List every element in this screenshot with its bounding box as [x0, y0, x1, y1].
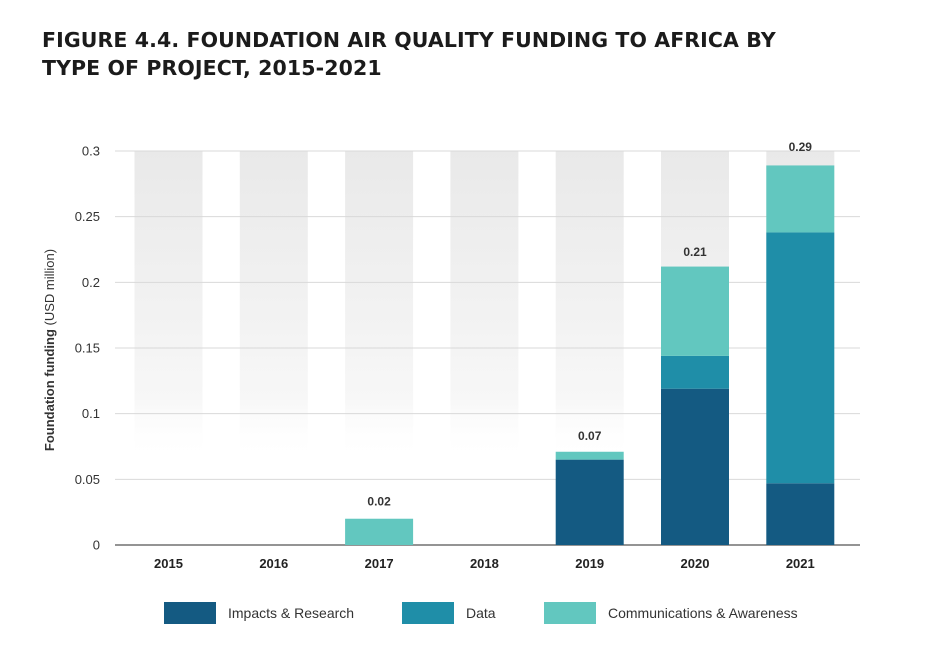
y-tick-label: 0.25 — [75, 209, 100, 224]
bar-2021-impacts-research — [766, 483, 835, 545]
y-axis-label-main: Foundation funding — [42, 329, 57, 451]
y-tick-label: 0.15 — [75, 341, 100, 356]
legend-item-communications: Communications & Awareness — [544, 601, 798, 625]
bar-2017-communications-awareness — [345, 518, 414, 545]
x-tick-label-2021: 2021 — [786, 556, 815, 571]
background-band-2017 — [345, 151, 414, 461]
x-tick-label-2017: 2017 — [365, 556, 394, 571]
bar-2020-data — [661, 355, 729, 389]
y-axis-label-unit: (USD million) — [42, 249, 57, 326]
bar-2021-data — [766, 232, 835, 484]
y-axis-label: Foundation funding (USD million) — [42, 249, 57, 451]
bars — [345, 165, 835, 545]
legend-label-impacts: Impacts & Research — [228, 605, 355, 621]
legend-item-impacts: Impacts & Research — [164, 601, 354, 625]
legend-swatch-impacts — [164, 602, 216, 624]
total-labels: 0.02 0.07 0.21 0.29 — [367, 140, 812, 509]
background-bands — [134, 151, 835, 461]
x-axis-ticks: 2015 2016 2017 2018 2019 2020 2021 — [154, 556, 815, 571]
legend-label-communications: Communications & Awareness — [608, 605, 798, 621]
legend-item-data: Data — [402, 601, 496, 625]
y-tick-label: 0.1 — [82, 406, 100, 421]
total-label-2020: 0.21 — [683, 245, 707, 259]
bar-2020-communications-awareness — [661, 266, 729, 356]
y-axis-ticks: 0 0.05 0.1 0.15 0.2 0.25 0.3 — [75, 144, 100, 553]
x-tick-label-2016: 2016 — [259, 556, 288, 571]
legend-label-data: Data — [466, 605, 496, 621]
bar-2020-impacts-research — [661, 388, 729, 545]
total-label-2019: 0.07 — [578, 429, 602, 443]
bar-2019-communications-awareness — [555, 451, 624, 460]
y-tick-label: 0.3 — [82, 144, 100, 159]
bar-2021-communications-awareness — [766, 165, 835, 233]
y-tick-label: 0 — [93, 538, 100, 553]
legend-swatch-communications — [544, 602, 596, 624]
background-band-2016 — [239, 151, 308, 461]
legend-swatch-data — [402, 602, 454, 624]
x-tick-label-2019: 2019 — [575, 556, 604, 571]
chart-area: 00.050.10.150.20.250.3 2015 2016 2017 2018 2… — [42, 140, 860, 571]
gridlines — [115, 150, 860, 546]
y-tick-label: 0.2 — [82, 275, 100, 290]
y-tick-label: 0.05 — [75, 472, 100, 487]
x-tick-label-2018: 2018 — [470, 556, 499, 571]
background-band-2019 — [555, 151, 624, 461]
x-tick-label-2015: 2015 — [154, 556, 183, 571]
x-tick-label-2020: 2020 — [681, 556, 710, 571]
legend: Impacts & Research Data Communications &… — [0, 601, 936, 627]
background-band-2015 — [134, 151, 203, 461]
total-label-2017: 0.02 — [367, 495, 391, 509]
bar-2019-impacts-research — [555, 459, 624, 545]
total-label-2021: 0.29 — [789, 140, 813, 154]
background-band-2018 — [450, 151, 519, 461]
chart-title: FIGURE 4.4. FOUNDATION AIR QUALITY FUNDI… — [42, 28, 776, 80]
